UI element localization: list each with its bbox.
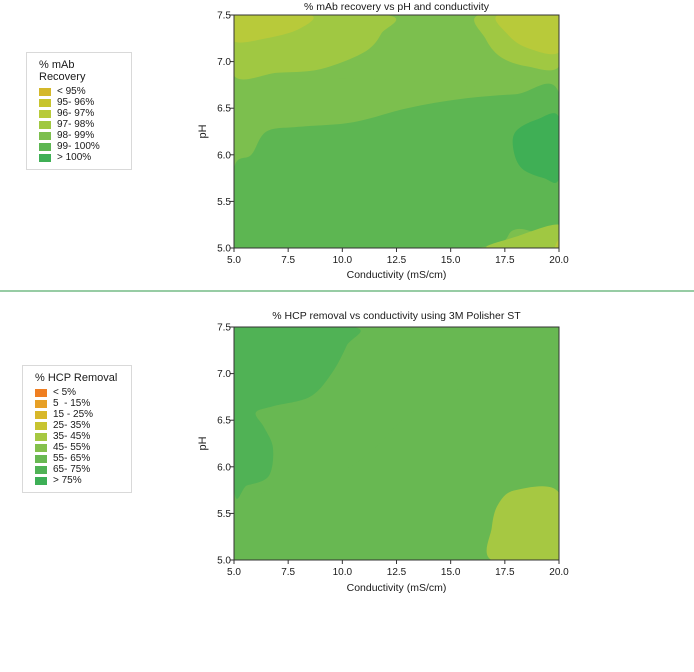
- legend-entry: 97- 98%: [39, 119, 121, 130]
- legend-swatch: [35, 421, 47, 430]
- legend-label: 45- 55%: [53, 442, 91, 453]
- contour-region: [512, 113, 559, 183]
- legend-label: 35- 45%: [53, 431, 91, 442]
- contour-region: [234, 15, 314, 43]
- legend-swatch: [35, 443, 47, 452]
- legend-title: % mAb Recovery: [39, 59, 86, 83]
- legend-title: % HCP Removal: [35, 372, 118, 384]
- legend-swatch: [35, 454, 47, 463]
- x-tick-label: 5.0: [227, 567, 241, 578]
- y-tick-label: 5.5: [217, 509, 231, 520]
- y-tick-label: 6.0: [217, 150, 231, 161]
- legend-swatch: [39, 142, 51, 151]
- legend-label: > 75%: [53, 475, 82, 486]
- y-tick-label: 5.5: [217, 197, 231, 208]
- y-tick-label: 6.5: [217, 104, 231, 115]
- contour-region: [486, 486, 559, 560]
- legend-entry: 25- 35%: [35, 420, 121, 431]
- legend-swatch: [35, 399, 47, 408]
- x-axis-label: Conductivity (mS/cm): [347, 269, 447, 281]
- legend-label: < 95%: [57, 86, 86, 97]
- legend-entry: 5 - 15%: [35, 398, 121, 409]
- legend-entry: 95- 96%: [39, 97, 121, 108]
- y-tick-label: 7.5: [217, 323, 231, 334]
- y-axis-label: pH: [197, 124, 209, 138]
- x-tick-label: 20.0: [549, 255, 569, 266]
- legend-label: 95- 96%: [57, 97, 95, 108]
- x-tick-label: 17.5: [495, 255, 515, 266]
- x-axis-label: Conductivity (mS/cm): [347, 582, 447, 594]
- legend-entry: 65- 75%: [35, 464, 121, 475]
- x-tick-label: 10.0: [333, 255, 353, 266]
- y-tick-label: 5.0: [217, 556, 231, 567]
- legend-entry: 98- 99%: [39, 130, 121, 141]
- contour-region: [495, 15, 559, 55]
- legend-swatch: [39, 131, 51, 140]
- x-tick-label: 7.5: [281, 567, 295, 578]
- contour-region: [234, 327, 361, 499]
- legend-label: 99- 100%: [57, 141, 100, 152]
- legend-entry: > 100%: [39, 152, 121, 163]
- y-tick-label: 7.0: [217, 369, 231, 380]
- y-tick-label: 6.0: [217, 462, 231, 473]
- contour-region: [554, 238, 559, 248]
- legend-label: 15 - 25%: [53, 409, 94, 420]
- legend-entry: 99- 100%: [39, 141, 121, 152]
- contour-region: [486, 224, 559, 248]
- y-axis-label: pH: [197, 436, 209, 450]
- legend-label: 98- 99%: [57, 130, 95, 141]
- y-tick-label: 7.5: [217, 11, 231, 22]
- legend-entry: < 95%: [39, 86, 121, 97]
- legend-swatch: [39, 120, 51, 129]
- legend-swatch: [35, 388, 47, 397]
- chart-title: % HCP removal vs conductivity using 3M P…: [272, 310, 521, 322]
- x-tick-label: 12.5: [387, 255, 407, 266]
- chart-title: % mAb recovery vs pH and conductivity: [304, 1, 490, 13]
- legend-swatch: [35, 465, 47, 474]
- y-tick-label: 5.0: [217, 244, 231, 255]
- x-tick-label: 7.5: [281, 255, 295, 266]
- legend-label: 5 - 15%: [53, 398, 91, 409]
- legend-swatch: [35, 410, 47, 419]
- x-tick-label: 12.5: [387, 567, 407, 578]
- legend-hcp-removal: % HCP Removal < 5% 5 - 15% 15 - 25% 25- 35%…: [22, 365, 132, 493]
- legend-swatch: [39, 87, 51, 96]
- legend-entry: 55- 65%: [35, 453, 121, 464]
- legend-label: 96- 97%: [57, 108, 95, 119]
- legend-entry: 96- 97%: [39, 108, 121, 119]
- legend-label: 97- 98%: [57, 119, 95, 130]
- legend-label: 65- 75%: [53, 464, 91, 475]
- y-tick-label: 6.5: [217, 416, 231, 427]
- legend-swatch: [39, 153, 51, 162]
- legend-label: 55- 65%: [53, 453, 91, 464]
- x-tick-label: 20.0: [549, 567, 569, 578]
- x-tick-label: 10.0: [333, 567, 353, 578]
- legend-swatch: [35, 476, 47, 485]
- legend-entry: > 75%: [35, 475, 121, 486]
- legend-entry: 45- 55%: [35, 442, 121, 453]
- legend-swatch: [39, 98, 51, 107]
- legend-label: > 100%: [57, 152, 92, 163]
- legend-label: < 5%: [53, 387, 77, 398]
- y-tick-label: 7.0: [217, 57, 231, 68]
- x-tick-label: 15.0: [441, 567, 461, 578]
- legend-label: 25- 35%: [53, 420, 91, 431]
- x-tick-label: 5.0: [227, 255, 241, 266]
- legend-entry: 15 - 25%: [35, 409, 121, 420]
- legend-mab-recovery: % mAb Recovery < 95% 95- 96% 96- 97% 97- 98…: [26, 52, 132, 170]
- legend-entry: < 5%: [35, 387, 121, 398]
- legend-swatch: [35, 432, 47, 441]
- legend-swatch: [39, 109, 51, 118]
- x-tick-label: 15.0: [441, 255, 461, 266]
- legend-entry: 35- 45%: [35, 431, 121, 442]
- contour-region: [234, 83, 559, 248]
- x-tick-label: 17.5: [495, 567, 515, 578]
